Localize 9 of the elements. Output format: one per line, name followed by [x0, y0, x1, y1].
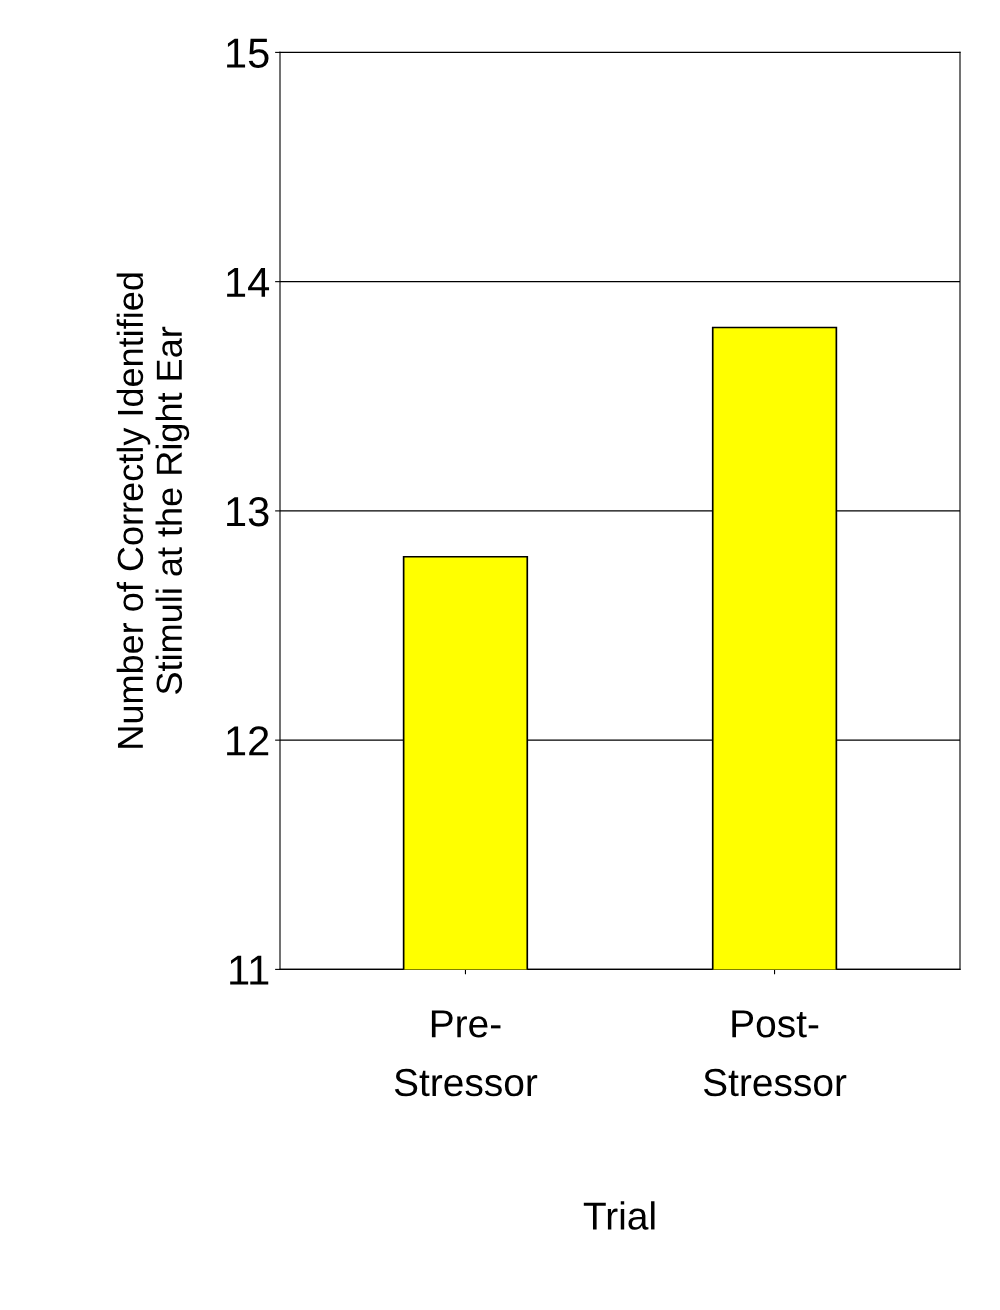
y-tick-label: 12: [227, 726, 269, 756]
x-axis-title: Trial: [583, 1201, 655, 1230]
y-tick-label: 14: [227, 268, 270, 297]
y-tick-label: 13: [227, 496, 269, 527]
x-tick-label: Pre- Stressor: [394, 1010, 538, 1097]
y-tick-label: 15: [227, 38, 269, 68]
y-tick-label: 11: [230, 955, 269, 985]
x-tick-label: Post- Stressor: [703, 1010, 847, 1097]
y-axis-title: Number of Correctly Identified Stimuli at the Right Ear: [116, 273, 190, 748]
